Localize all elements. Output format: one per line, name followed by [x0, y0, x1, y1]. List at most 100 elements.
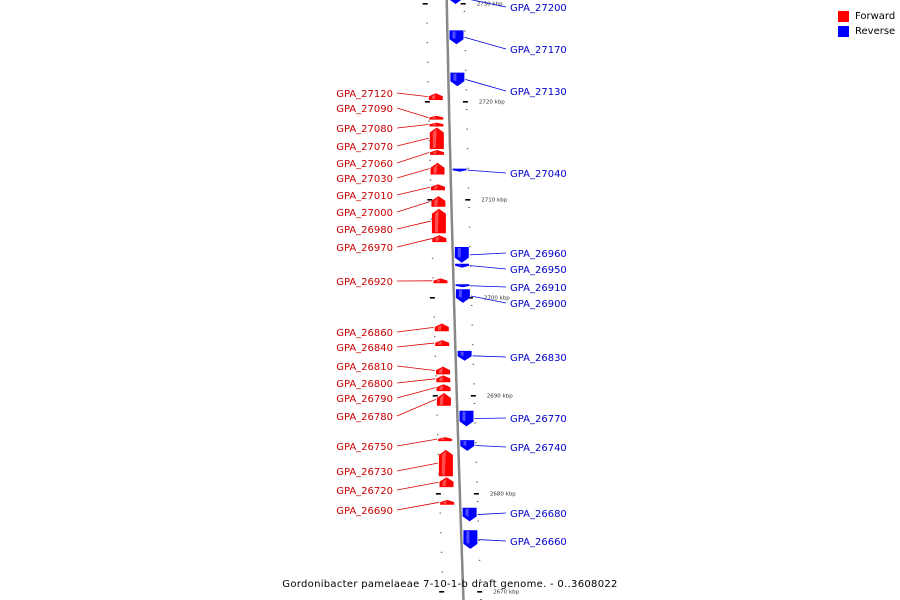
- forward-gene-gpa-26800[interactable]: [436, 375, 451, 383]
- major-tick-right: [477, 591, 483, 593]
- reverse-gene-label[interactable]: GPA_26960: [510, 249, 567, 260]
- reverse-gene-gpa-27040[interactable]: [452, 168, 467, 172]
- forward-gene-gpa-27030[interactable]: [430, 162, 445, 175]
- gene-highlight: [431, 94, 436, 100]
- forward-gene-leader: [396, 137, 429, 147]
- reverse-gene-label[interactable]: GPA_27040: [510, 169, 567, 180]
- minor-tick-left: [440, 532, 442, 534]
- tick-label: 2720 kbp: [479, 100, 505, 106]
- forward-gene-leader: [396, 238, 432, 248]
- reverse-gene-gpa-26960[interactable]: [454, 247, 469, 263]
- forward-gene-label[interactable]: GPA_27000: [336, 208, 393, 219]
- forward-gene-gpa-26730[interactable]: [438, 449, 453, 477]
- reverse-gene-gpa-27200[interactable]: [449, 0, 463, 4]
- minor-tick-left: [437, 434, 439, 436]
- forward-gene-gpa-26840[interactable]: [435, 340, 450, 346]
- legend-forward-label: Forward: [855, 11, 896, 22]
- reverse-gene-gpa-26830[interactable]: [457, 350, 472, 361]
- forward-gene-label[interactable]: GPA_26810: [336, 362, 393, 373]
- minor-tick-left: [429, 159, 431, 161]
- gene-highlight: [443, 500, 448, 504]
- forward-gene-label[interactable]: GPA_27010: [336, 191, 393, 202]
- minor-tick-left: [428, 140, 431, 142]
- forward-gene-gpa-26720[interactable]: [439, 477, 454, 488]
- reverse-gene-label[interactable]: GPA_26770: [510, 414, 567, 425]
- forward-gene-gpa-27000[interactable]: [431, 196, 446, 207]
- forward-gene-gpa-27060[interactable]: [430, 150, 445, 155]
- minor-tick-right: [466, 128, 468, 130]
- forward-gene-label[interactable]: GPA_26800: [336, 379, 393, 390]
- forward-gene-label[interactable]: GPA_27030: [336, 174, 393, 185]
- reverse-gene-gpa-26900[interactable]: [455, 289, 470, 303]
- forward-gene-label[interactable]: GPA_26720: [336, 486, 393, 497]
- gene-highlight: [433, 163, 438, 174]
- reverse-gene-leader: [470, 285, 507, 288]
- forward-gene-gpa-27080[interactable]: [429, 122, 444, 127]
- reverse-gene-label[interactable]: GPA_26950: [510, 265, 567, 276]
- forward-gene-label[interactable]: GPA_27080: [336, 124, 393, 135]
- forward-gene-label[interactable]: GPA_26690: [336, 506, 393, 517]
- reverse-gene-label[interactable]: GPA_26660: [510, 537, 567, 548]
- reverse-gene-gpa-26950[interactable]: [455, 263, 470, 268]
- forward-gene-label[interactable]: GPA_26750: [336, 442, 393, 453]
- forward-gene-gpa-27120[interactable]: [428, 93, 443, 100]
- reverse-gene-gpa-26910[interactable]: [455, 284, 470, 288]
- forward-gene-gpa-27070[interactable]: [429, 127, 444, 150]
- forward-gene-gpa-26790[interactable]: [436, 384, 451, 392]
- forward-gene-label[interactable]: GPA_27120: [336, 89, 393, 100]
- reverse-gene-label[interactable]: GPA_26830: [510, 353, 567, 364]
- gene-highlight: [458, 284, 462, 286]
- tick-label: 2690 kbp: [487, 394, 513, 400]
- forward-gene-label[interactable]: GPA_27060: [336, 159, 393, 170]
- reverse-gene-gpa-27130[interactable]: [450, 72, 465, 87]
- forward-gene-label[interactable]: GPA_26780: [336, 412, 393, 423]
- forward-gene-label[interactable]: GPA_27090: [336, 104, 393, 115]
- reverse-gene-gpa-26660[interactable]: [463, 530, 478, 549]
- reverse-gene-gpa-26680[interactable]: [462, 507, 477, 522]
- reverse-gene-label[interactable]: GPA_26900: [510, 299, 567, 310]
- minor-tick-left: [427, 61, 429, 63]
- legend-reverse-swatch: [838, 26, 849, 37]
- reverse-gene-label[interactable]: GPA_27130: [510, 87, 567, 98]
- forward-gene-gpa-26920[interactable]: [433, 278, 448, 284]
- major-tick-left: [422, 3, 428, 5]
- reverse-gene-gpa-26740[interactable]: [460, 440, 475, 451]
- forward-gene-gpa-26690[interactable]: [440, 499, 455, 505]
- reverse-gene-gpa-27170[interactable]: [449, 30, 464, 45]
- forward-gene-gpa-26860[interactable]: [434, 323, 449, 332]
- forward-gene-gpa-26750[interactable]: [438, 437, 453, 442]
- forward-gene-label[interactable]: GPA_26920: [336, 277, 393, 288]
- major-tick-left: [429, 297, 435, 299]
- forward-gene-label[interactable]: GPA_26790: [336, 394, 393, 405]
- minor-tick-right: [466, 148, 469, 150]
- reverse-gene-label[interactable]: GPA_26910: [510, 283, 567, 294]
- reverse-gene-label[interactable]: GPA_26740: [510, 443, 567, 454]
- gene-highlight: [463, 441, 467, 447]
- reverse-gene-label[interactable]: GPA_27170: [510, 45, 567, 56]
- minor-tick-right: [478, 559, 481, 561]
- major-tick-left: [435, 493, 441, 495]
- major-tick-left: [424, 101, 430, 103]
- forward-gene-leader: [396, 168, 430, 179]
- forward-gene-label[interactable]: GPA_26970: [336, 243, 393, 254]
- forward-gene-label[interactable]: GPA_26840: [336, 343, 393, 354]
- forward-gene-gpa-27090[interactable]: [429, 115, 444, 120]
- forward-gene-label[interactable]: GPA_26980: [336, 225, 393, 236]
- forward-gene-label[interactable]: GPA_27070: [336, 142, 393, 153]
- forward-gene-leader: [396, 124, 429, 129]
- forward-gene-gpa-27010[interactable]: [431, 184, 445, 191]
- gene-highlight: [458, 290, 462, 298]
- forward-gene-label[interactable]: GPA_26860: [336, 328, 393, 339]
- tick-layer: 2670 kbp 2680 kbp 2690 kbp 2700 kbp 2710 kbp…: [422, 2, 520, 600]
- forward-gene-gpa-26980[interactable]: [431, 208, 446, 234]
- reverse-gene-label[interactable]: GPA_26680: [510, 509, 567, 520]
- major-tick-right: [462, 101, 468, 103]
- minor-tick-left: [437, 453, 440, 455]
- forward-gene-gpa-26780[interactable]: [436, 393, 451, 406]
- major-tick-right: [470, 395, 476, 397]
- forward-gene-label[interactable]: GPA_26730: [336, 467, 393, 478]
- reverse-gene-gpa-26770[interactable]: [459, 410, 474, 427]
- forward-gene-leader: [396, 481, 439, 491]
- reverse-gene-leader: [470, 295, 507, 304]
- reverse-gene-label[interactable]: GPA_27200: [510, 3, 567, 14]
